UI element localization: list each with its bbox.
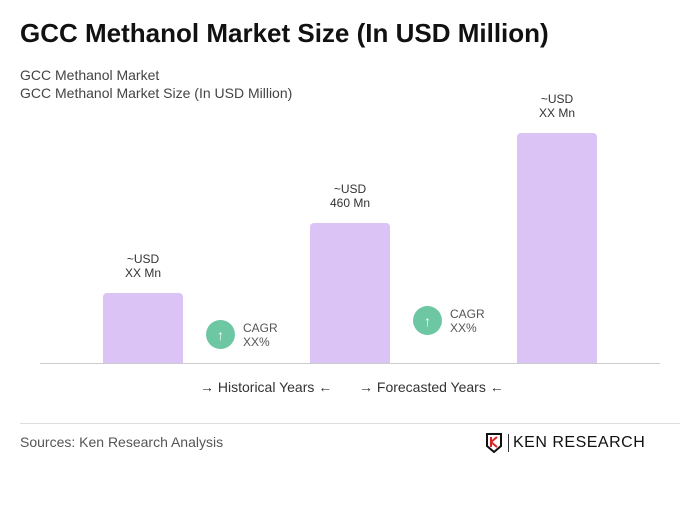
legend-historical: → Historical Years ←	[200, 379, 333, 395]
legend-label: Historical Years	[217, 379, 315, 395]
cagr-value: XX%	[450, 320, 477, 335]
arrow-up-icon: ↑	[206, 320, 235, 349]
bar	[517, 133, 597, 363]
data-label-line: ~USD	[540, 92, 574, 106]
data-label-line: XX Mn	[124, 266, 161, 280]
arrow-up-icon: ↑	[413, 306, 442, 335]
data-label-line: XX Mn	[538, 106, 575, 120]
page-title: GCC Methanol Market Size (In USD Million…	[20, 18, 549, 48]
legend-label: Forecasted Years	[376, 379, 486, 395]
cagr-value: XX%	[243, 334, 270, 349]
cagr-label: CAGR	[450, 306, 485, 321]
x-axis	[40, 363, 660, 364]
bar	[310, 223, 390, 363]
legend-forecast: → Forecasted Years ←	[359, 379, 504, 395]
data-label-line: ~USD	[333, 182, 367, 196]
data-label: ~USD XX Mn	[83, 252, 203, 280]
bar	[103, 293, 183, 363]
logo-text: KEN RESEARCH	[508, 434, 645, 452]
cagr-badge-historical: ↑ CAGR XX%	[206, 320, 278, 349]
data-label: ~USD 460 Mn	[290, 182, 410, 210]
subtitle: GCC Methanol Market	[20, 67, 160, 83]
data-label: ~USD XX Mn	[497, 92, 617, 120]
cagr-label: CAGR	[243, 320, 278, 335]
source-text: Sources: Ken Research Analysis	[20, 434, 224, 450]
data-label-line: ~USD	[126, 252, 160, 266]
chart-subtitle: GCC Methanol Market Size (In USD Million…	[20, 85, 293, 101]
divider	[20, 423, 680, 424]
ken-research-logo: KEN RESEARCH	[486, 433, 645, 453]
logo-icon	[486, 433, 502, 453]
data-label-line: 460 Mn	[329, 196, 371, 210]
cagr-badge-forecast: ↑ CAGR XX%	[413, 306, 485, 335]
